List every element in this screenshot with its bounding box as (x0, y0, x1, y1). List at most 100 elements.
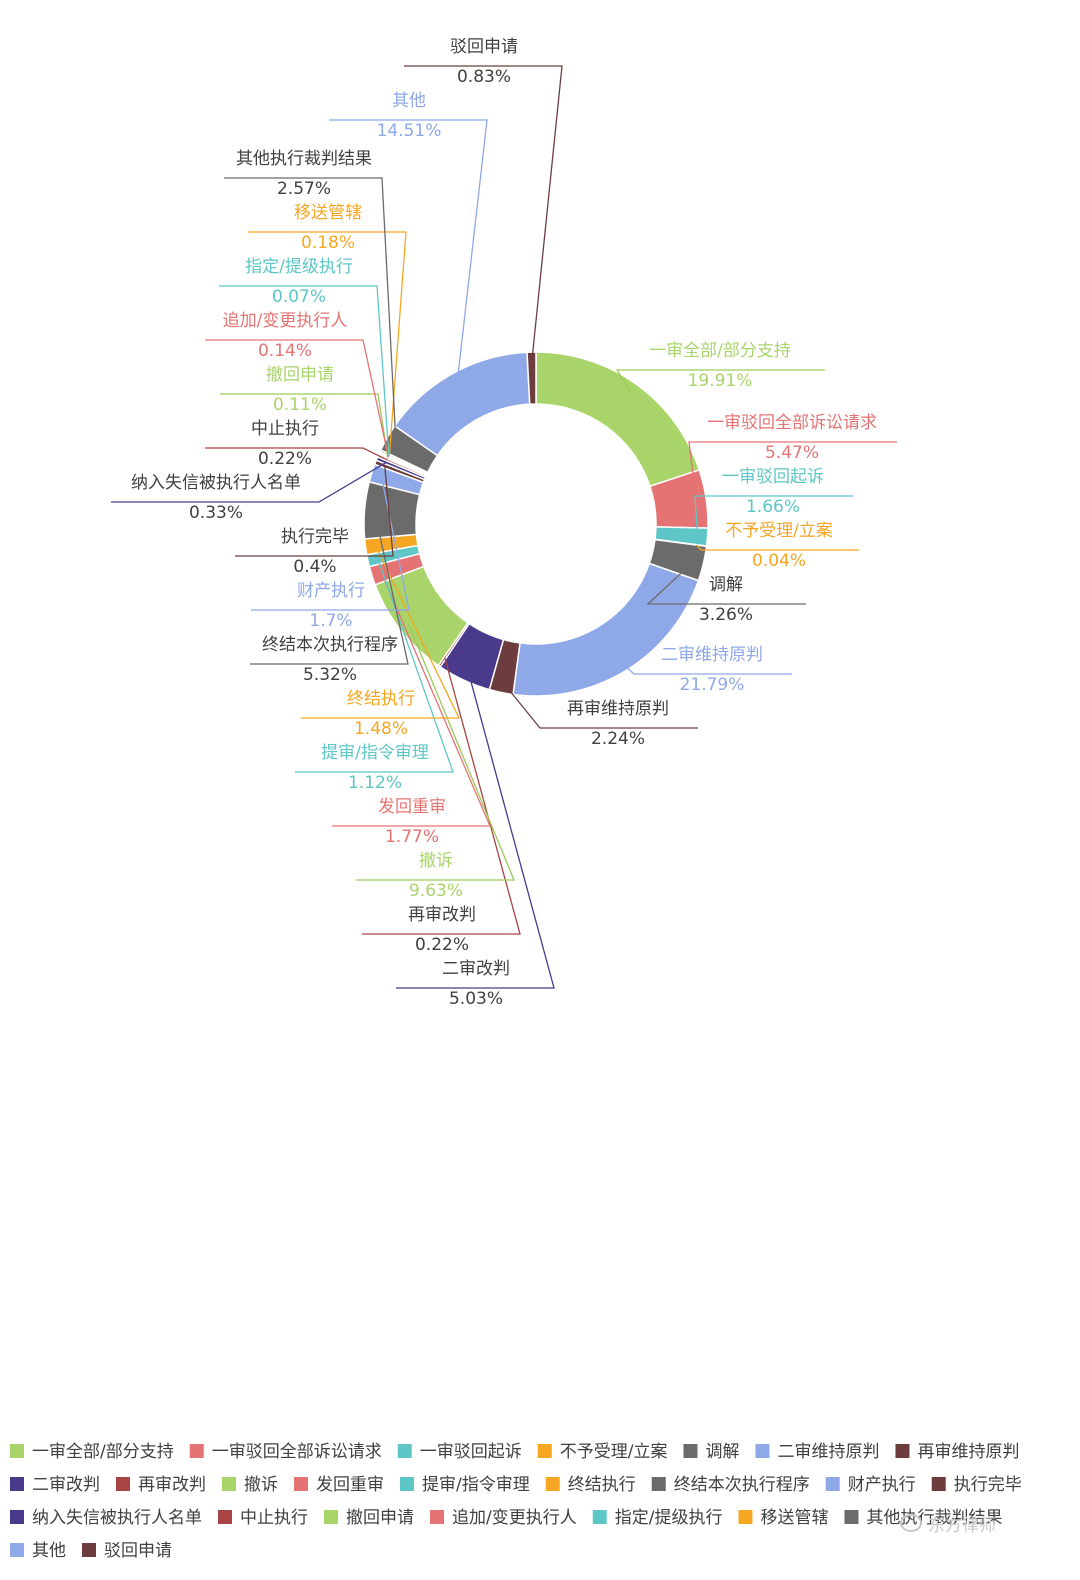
legend-label: 一审驳回起诉 (420, 1442, 522, 1462)
slice-24 (393, 351, 531, 457)
slice-percent-label: 0.18% (301, 233, 355, 253)
leader-line-15 (251, 475, 410, 611)
legend-swatch (400, 1477, 414, 1491)
legend-label: 财产执行 (848, 1475, 916, 1495)
slice-name-label: 二审改判 (442, 959, 510, 979)
legend-item: 一审驳回全部诉讼请求 (189, 1442, 382, 1462)
slice-name-label: 终结本次执行程序 (262, 635, 398, 655)
legend-swatch (825, 1477, 840, 1491)
slice-percent-label: 1.48% (354, 719, 408, 739)
legend-label: 一审全部/部分支持 (32, 1442, 174, 1462)
slice-name-label: 中止执行 (251, 419, 319, 439)
slice-name-label: 一审全部/部分支持 (649, 341, 791, 361)
leader-line-2 (688, 441, 897, 501)
legend-swatch (189, 1444, 204, 1458)
slice-percent-label: 0.14% (258, 341, 312, 361)
slice-name-label: 再审维持原判 (567, 699, 669, 719)
legend-swatch (651, 1477, 666, 1491)
legend-swatch (738, 1510, 753, 1524)
legend-item: 终结本次执行程序 (651, 1475, 810, 1495)
slice-percent-label: 0.04% (752, 551, 806, 571)
legend-label: 二审改判 (32, 1475, 100, 1495)
legend-swatch (324, 1510, 338, 1524)
legend-swatch (895, 1444, 910, 1458)
slice-name-label: 执行完毕 (281, 527, 349, 547)
slice-labels: 一审全部/部分支持 19.91% 一审驳回全部诉讼请求 5.47% 一审驳回起诉 1.66… (131, 37, 877, 1009)
slice-name-label: 不予受理/立案 (725, 521, 833, 541)
legend-item: 撤回申请 (324, 1508, 414, 1528)
leader-line-8 (396, 670, 555, 989)
legend-item: 指定/提级执行 (592, 1508, 723, 1528)
slice-percent-label: 0.22% (258, 449, 312, 469)
legend-swatch (844, 1510, 859, 1524)
slice-percent-label: 1.77% (385, 827, 439, 847)
donut-slices (363, 351, 709, 697)
slice-name-label: 终结执行 (347, 689, 415, 709)
leader-line-13 (301, 545, 461, 719)
legend-item: 执行完毕 (931, 1475, 1022, 1495)
legend-swatch (931, 1477, 946, 1491)
legend-swatch (430, 1510, 444, 1524)
legend-item: 一审全部/部分支持 (10, 1442, 174, 1462)
legend-label: 提审/指令审理 (422, 1475, 530, 1495)
leader-line-22 (248, 231, 407, 456)
leader-line-23 (224, 177, 397, 443)
legend-label: 终结执行 (568, 1475, 636, 1495)
legend-label: 执行完毕 (954, 1475, 1022, 1495)
watermark-text: 东方律师 (928, 1515, 996, 1536)
leader-line-24 (329, 119, 488, 383)
slice-percent-label: 0.22% (415, 935, 469, 955)
legend-label: 指定/提级执行 (615, 1508, 723, 1528)
leader-line-20 (205, 339, 390, 458)
leader-line-18 (205, 447, 388, 461)
legend-swatch (397, 1444, 412, 1458)
legend-swatch (537, 1444, 552, 1458)
slice-percent-label: 1.66% (746, 497, 800, 517)
slice-percent-label: 5.03% (449, 989, 503, 1009)
legend-swatch (116, 1477, 130, 1491)
slice-percent-label: 1.7% (309, 611, 352, 631)
slice-percent-label: 9.63% (409, 881, 463, 901)
legend-item: 移送管辖 (738, 1508, 828, 1528)
leader-line-11 (332, 572, 491, 827)
legend-item: 驳回申请 (82, 1541, 172, 1561)
legend-swatch (10, 1510, 24, 1524)
slice-percent-label: 0.83% (457, 67, 511, 87)
leader-line-7 (502, 682, 698, 729)
legend-item: 再审维持原判 (895, 1442, 1019, 1462)
legend-label: 撤诉 (244, 1475, 278, 1495)
legend-item: 撤诉 (222, 1475, 278, 1495)
legend-label: 一审驳回全部诉讼请求 (212, 1442, 382, 1462)
legend-label: 再审维持原判 (917, 1442, 1019, 1462)
legend-swatch (218, 1510, 232, 1524)
legend-item: 追加/变更执行人 (430, 1508, 577, 1528)
slice-name-label: 调解 (709, 575, 743, 595)
slice-name-label: 其他执行裁判结果 (236, 149, 372, 169)
leader-line-9 (362, 657, 521, 935)
slice-percent-label: 3.26% (699, 605, 753, 625)
legend-label: 发回重审 (316, 1475, 384, 1495)
legend-swatch (10, 1444, 24, 1458)
legend-item: 二审改判 (10, 1475, 100, 1495)
leader-line-6 (620, 661, 792, 675)
legend-item: 二审维持原判 (755, 1442, 879, 1462)
slice-name-label: 指定/提级执行 (245, 257, 353, 277)
slice-percent-label: 5.47% (765, 443, 819, 463)
leader-line-10 (356, 623, 515, 881)
slice-name-label: 驳回申请 (450, 37, 518, 57)
slice-name-label: 提审/指令审理 (321, 743, 429, 763)
legend-item: 终结执行 (545, 1475, 636, 1495)
slice-percent-label: 0.11% (273, 395, 327, 415)
leader-lines (111, 65, 897, 989)
slice-percent-label: 1.12% (348, 773, 402, 793)
slice-percent-label: 0.4% (293, 557, 336, 577)
slice-name-label: 一审驳回起诉 (722, 467, 824, 487)
legend-item: 纳入失信被执行人名单 (10, 1508, 202, 1528)
leader-line-1 (615, 369, 825, 394)
slice-percent-label: 2.57% (277, 179, 331, 199)
slice-percent-label: 19.91% (688, 371, 753, 391)
legend: 一审全部/部分支持 一审驳回全部诉讼请求 一审驳回起诉 不予受理/立案 调解 二审维持原判… (10, 1442, 1022, 1561)
legend-item: 再审改判 (116, 1475, 206, 1495)
slice-percent-label: 2.24% (591, 729, 645, 749)
